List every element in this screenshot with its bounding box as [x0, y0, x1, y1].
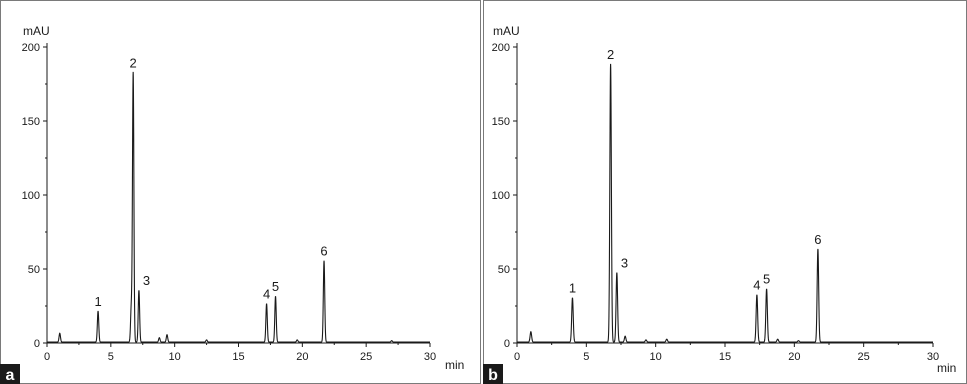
- panel-frame: [483, 0, 967, 384]
- chromatogram-panel-b: 0 50 100 150 200 0 5 10 15 20 25 30 mAU min 1 2 3 4 5 6 b: [483, 0, 967, 384]
- x-tick-label: 25: [858, 351, 870, 363]
- y-tick-label: 150: [492, 116, 510, 128]
- panel-tag-label: b: [488, 367, 498, 384]
- chromatogram-trace: [517, 63, 933, 343]
- peak-label: 5: [272, 279, 279, 294]
- y-tick-label: 50: [498, 264, 510, 276]
- peak-label: 2: [607, 47, 614, 62]
- y-tick-label: 50: [28, 264, 40, 276]
- peak-label: 1: [94, 294, 101, 309]
- peak-label: 3: [621, 255, 628, 270]
- peak-label: 3: [143, 273, 150, 288]
- y-axis-unit: mAU: [23, 24, 50, 38]
- peak-label: 4: [753, 278, 760, 293]
- y-tick-label: 100: [22, 190, 40, 202]
- peak-label: 6: [814, 232, 821, 247]
- panel-tag-background: [483, 364, 503, 384]
- panel-frame: [0, 0, 481, 384]
- y-tick-label: 100: [492, 190, 510, 202]
- y-tick-label: 200: [492, 42, 510, 54]
- y-tick-label: 0: [34, 338, 40, 350]
- panel-tag-background: [0, 364, 20, 384]
- panel-tag-label: a: [6, 367, 15, 384]
- x-axis-unit: min: [937, 361, 956, 375]
- x-tick-label: 25: [360, 351, 372, 363]
- chromatogram-panel-a: 0 50 100 150 200 0 5 10 15 20 25 30 mAU min 1 2 3 4 5 6 a: [0, 0, 481, 384]
- y-tick-label: 0: [504, 338, 510, 350]
- x-tick-label: 20: [788, 351, 800, 363]
- x-tick-label: 5: [583, 351, 589, 363]
- peak-label: 4: [263, 287, 270, 302]
- peak-label: 1: [569, 281, 576, 296]
- x-tick-label: 15: [232, 351, 244, 363]
- x-tick-label: 30: [927, 351, 939, 363]
- x-axis-unit: min: [445, 358, 464, 372]
- panel-divider: [481, 0, 483, 384]
- peak-label: 6: [320, 244, 327, 259]
- x-tick-label: 0: [44, 351, 50, 363]
- peak-label: 2: [130, 56, 137, 71]
- y-axis-unit: mAU: [493, 24, 520, 38]
- x-tick-label: 10: [650, 351, 662, 363]
- x-tick-label: 5: [108, 351, 114, 363]
- x-tick-label: 10: [169, 351, 181, 363]
- x-tick-label: 20: [296, 351, 308, 363]
- x-tick-label: 30: [424, 351, 436, 363]
- x-tick-label: 0: [514, 351, 520, 363]
- y-tick-label: 150: [22, 116, 40, 128]
- y-tick-label: 200: [22, 42, 40, 54]
- peak-label: 5: [763, 272, 770, 287]
- chromatogram-trace: [47, 71, 430, 343]
- x-tick-label: 15: [719, 351, 731, 363]
